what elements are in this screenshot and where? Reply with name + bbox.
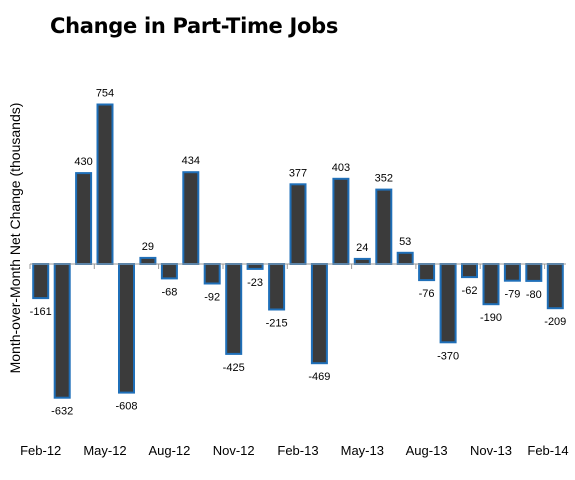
bar-jul-13 <box>396 251 414 266</box>
data-label-feb-14: -209 <box>544 316 566 328</box>
x-tick-label-feb-13: Feb-13 <box>277 443 318 458</box>
bar-jun-13 <box>375 188 393 266</box>
bar-may-12 <box>96 103 114 265</box>
bar-jul-12 <box>139 256 157 265</box>
data-labels-group: -161 -632 430 754 -608 29 -68 434 -92 -425 -23 -215… <box>30 88 567 418</box>
data-label-dec-12: -23 <box>247 277 263 289</box>
data-label-feb-13: 377 <box>289 167 307 179</box>
data-label-jan-13: -215 <box>266 318 288 330</box>
x-tick-label-aug-12: Aug-12 <box>148 443 190 458</box>
data-label-mar-13: -469 <box>308 371 330 383</box>
bar-oct-12 <box>203 263 221 285</box>
bar-apr-13 <box>332 177 350 265</box>
data-label-oct-13: -62 <box>462 285 478 297</box>
bar-feb-14 <box>546 263 564 310</box>
bar-dec-13 <box>503 263 521 282</box>
bar-mar-13 <box>310 263 328 365</box>
x-tick-labels-group: Feb-12 May-12 Aug-12 Nov-12 Feb-13 May-13 Aug-… <box>20 443 569 458</box>
bar-may-13 <box>353 257 371 265</box>
bar-aug-12 <box>160 263 178 280</box>
data-label-jul-12: 29 <box>142 241 154 253</box>
data-label-sep-12: 434 <box>182 155 200 167</box>
bars-group <box>32 103 564 399</box>
data-label-nov-12: -425 <box>223 362 245 374</box>
data-label-aug-13: -76 <box>419 288 435 300</box>
bar-feb-13 <box>289 183 307 265</box>
bar-jan-14 <box>525 263 543 282</box>
y-axis-label: Month-over-Month Net Change (thousands) <box>7 103 23 374</box>
bar-nov-12 <box>225 263 243 355</box>
bar-mar-12 <box>53 263 71 399</box>
data-label-apr-12: 430 <box>74 156 92 168</box>
x-tick-label-feb-12: Feb-12 <box>20 443 61 458</box>
x-tick-label-may-12: May-12 <box>83 443 126 458</box>
bar-sep-12 <box>182 171 200 265</box>
bar-aug-13 <box>418 263 436 282</box>
data-label-dec-13: -79 <box>504 289 520 301</box>
bar-jun-12 <box>118 263 135 394</box>
data-label-jan-14: -80 <box>526 289 542 301</box>
data-label-oct-12: -92 <box>204 292 220 304</box>
data-label-feb-12: -161 <box>30 306 52 318</box>
bar-oct-13 <box>461 263 478 279</box>
x-tick-label-nov-12: Nov-12 <box>213 443 255 458</box>
bar-feb-12 <box>32 263 50 300</box>
data-label-jun-13: 352 <box>375 173 393 185</box>
bar-jan-13 <box>268 263 286 311</box>
bar-sep-13 <box>439 263 457 344</box>
bar-dec-12 <box>246 263 264 270</box>
bar-apr-12 <box>75 172 93 266</box>
x-tick-label-feb-14: Feb-14 <box>527 443 568 458</box>
data-label-nov-13: -190 <box>480 312 502 324</box>
chart-title: Change in Part-Time Jobs <box>50 14 339 38</box>
data-label-jun-12: -608 <box>115 401 137 413</box>
data-label-may-13: 24 <box>356 242 368 254</box>
data-label-jul-13: 53 <box>399 236 411 248</box>
data-label-may-12: 754 <box>96 88 114 100</box>
data-label-apr-13: 403 <box>332 162 350 174</box>
data-label-sep-13: -370 <box>437 350 459 362</box>
data-label-mar-12: -632 <box>51 406 73 418</box>
x-tick-label-may-13: May-13 <box>341 443 384 458</box>
x-tick-label-aug-13: Aug-13 <box>406 443 448 458</box>
data-label-aug-12: -68 <box>161 286 177 298</box>
bar-nov-13 <box>482 263 500 306</box>
x-tick-label-nov-13: Nov-13 <box>470 443 512 458</box>
x-ticks-group <box>29 264 546 269</box>
